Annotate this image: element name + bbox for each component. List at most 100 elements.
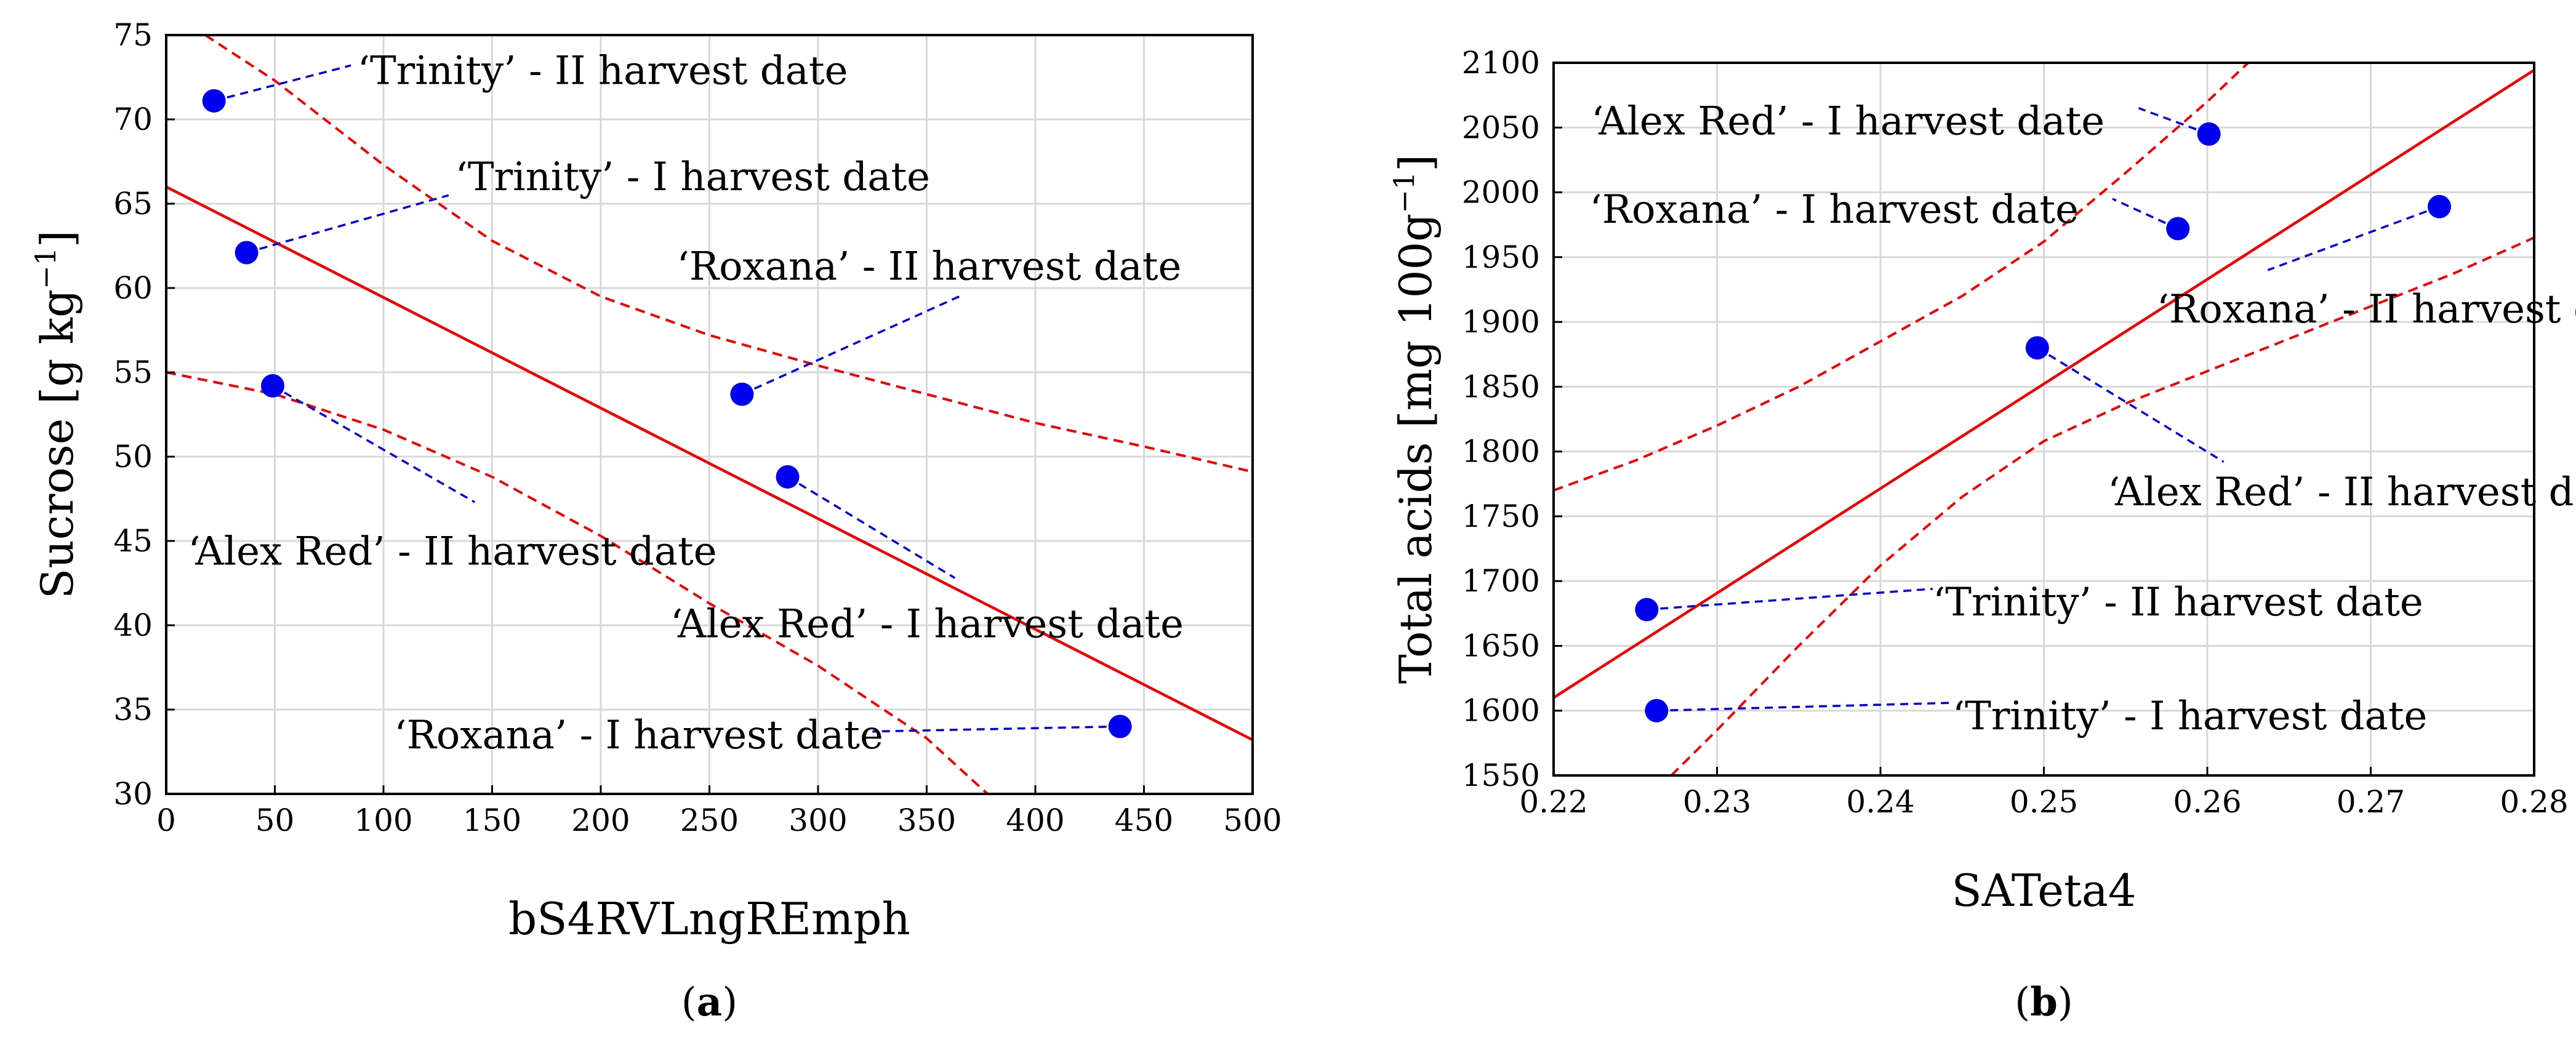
- y-tick-label: 30: [113, 776, 153, 812]
- annotation-leader-line: [246, 194, 449, 254]
- data-point-group: ‘Roxana’ - II harvest date: [2157, 194, 2576, 332]
- x-tick-label: 0.25: [2010, 784, 2078, 820]
- data-point-group: ‘Alex Red’ - II harvest date: [188, 374, 717, 574]
- data-point-label: ‘Trinity’ - II harvest date: [1933, 580, 2423, 625]
- y-tick-label: 1700: [1462, 563, 1540, 599]
- x-tick-label: 500: [1223, 803, 1282, 838]
- y-tick-label: 1650: [1462, 628, 1540, 663]
- y-tick-label: 1950: [1462, 239, 1540, 275]
- data-point-label: ‘Roxana’ - I harvest date: [394, 713, 883, 758]
- plot-area-b: [1554, 63, 2534, 775]
- y-tick-label: 1600: [1462, 693, 1540, 729]
- x-tick-label: 0: [156, 803, 176, 838]
- y-tick-label: 2050: [1462, 110, 1540, 145]
- x-axis-title: bS4RVLngREmph: [508, 893, 910, 945]
- annotation-leader-line: [872, 725, 1120, 733]
- x-tick-label: 0.23: [1683, 784, 1751, 820]
- data-point: [1645, 699, 1669, 723]
- data-point: [2166, 217, 2190, 241]
- data-point-label: ‘Alex Red’ - I harvest date: [1591, 99, 2105, 145]
- data-point-label: ‘Trinity’ - I harvest date: [455, 154, 930, 200]
- data-point-label: ‘Trinity’ - I harvest date: [1952, 694, 2428, 739]
- data-point: [202, 89, 226, 113]
- x-axis-title: SATeta4: [1951, 865, 2136, 916]
- x-tick-label: 0.26: [2173, 784, 2241, 820]
- panel-label: (b): [2015, 979, 2073, 1025]
- data-point-label: ‘Alex Red’ - II harvest date: [188, 529, 716, 574]
- annotation-leader-line: [787, 476, 956, 579]
- y-axis-title: Total acids [mg 100g−1]: [1387, 154, 1442, 684]
- annotation-leader-line: [2267, 206, 2440, 271]
- chart-panel-b: 0.22 0.23 0.24 0.25 0.26 0.27 0.28 1550 1600 1650…: [1387, 45, 2576, 1025]
- data-point: [730, 382, 754, 406]
- x-tick-label: 350: [897, 803, 956, 838]
- y-tick-label: 1800: [1462, 434, 1540, 470]
- data-point-label: ‘Roxana’ - I harvest date: [1589, 187, 2079, 233]
- data-point-group: ‘Alex Red’ - I harvest date: [1591, 99, 2221, 146]
- y-tick-label: 65: [113, 186, 153, 222]
- data-point-label: ‘Roxana’ - II harvest date: [2157, 287, 2576, 332]
- chart-panel-a: 0 50 100 150 200 250 300 350 400 450 500 30 35 40 45 50…: [29, 17, 1282, 1025]
- panel-label: (a): [681, 979, 737, 1025]
- y-tick-label: 2100: [1462, 45, 1540, 81]
- data-point-group: ‘Trinity’ - II harvest date: [1635, 580, 2423, 625]
- data-point-group: ‘Trinity’ - I harvest date: [235, 154, 930, 265]
- y-tick-label: 40: [113, 607, 153, 643]
- y-tick-label: 50: [113, 439, 153, 474]
- x-tick-label: 200: [571, 803, 630, 838]
- x-tick-label: 0.24: [1846, 784, 1914, 820]
- x-tick-label: 0.27: [2337, 784, 2405, 820]
- y-axis-title: Sucrose [g kg−1]: [29, 230, 83, 599]
- x-tick-label: 0.22: [1519, 784, 1587, 820]
- annotation-leader-line: [1647, 588, 1933, 611]
- annotation-leader-line: [214, 64, 351, 102]
- data-point-label: ‘Alex Red’ - I harvest date: [670, 601, 1184, 647]
- x-tick-label: 150: [463, 803, 521, 838]
- confidence-band-lower: [166, 371, 989, 794]
- data-point: [2197, 122, 2221, 146]
- x-tick-label: 300: [788, 803, 847, 838]
- y-tick-label: 1850: [1462, 369, 1540, 404]
- y-tick-label: 45: [113, 523, 153, 559]
- annotation-leader-line: [1656, 702, 1951, 712]
- annotation-leader-line: [272, 385, 476, 503]
- x-tick-label: 400: [1006, 803, 1064, 838]
- regression-line: [166, 185, 1253, 742]
- x-tick-label: 250: [680, 803, 739, 838]
- y-tick-label: 1750: [1462, 498, 1540, 534]
- data-point-label: ‘Trinity’ - II harvest date: [358, 49, 848, 94]
- data-point: [776, 465, 800, 489]
- y-tick-label: 2000: [1462, 175, 1540, 210]
- x-tick-label: 100: [354, 803, 412, 838]
- data-point-group: ‘Roxana’ - I harvest date: [394, 713, 1132, 758]
- data-point-group: ‘Trinity’ - II harvest date: [202, 49, 848, 113]
- confidence-band-lower: [1670, 236, 2534, 775]
- data-point-group: ‘Trinity’ - I harvest date: [1645, 694, 2427, 739]
- data-point: [260, 374, 284, 398]
- data-point-label: ‘Alex Red’ - II harvest date: [2108, 470, 2576, 515]
- y-tick-label: 35: [113, 692, 153, 727]
- data-point-group: ‘Alex Red’ - II harvest date: [2025, 336, 2576, 515]
- data-point-group: ‘Alex Red’ - I harvest date: [670, 465, 1184, 647]
- gridlines-a: [165, 34, 1254, 795]
- y-tick-label: 75: [113, 17, 153, 53]
- plot-area-a: [166, 35, 1253, 794]
- regression-line: [1554, 68, 2534, 699]
- x-tick-label: 50: [255, 803, 295, 838]
- x-tick-label: 450: [1115, 803, 1173, 838]
- gridlines-b: [1552, 62, 2535, 777]
- y-tick-label: 70: [113, 102, 153, 137]
- data-point: [2428, 194, 2452, 218]
- y-tick-label: 60: [113, 270, 153, 306]
- data-point-label: ‘Roxana’ - II harvest date: [677, 244, 1182, 289]
- x-tick-label: 0.28: [2500, 784, 2568, 820]
- data-point: [1108, 715, 1132, 739]
- confidence-band-upper: [1554, 63, 2249, 492]
- annotation-leader-line: [2036, 346, 2225, 463]
- data-point: [235, 241, 259, 265]
- y-tick-label: 1550: [1462, 758, 1540, 793]
- data-point: [1635, 598, 1659, 622]
- annotation-leader-line: [2112, 198, 2178, 230]
- data-point-group: ‘Roxana’ - I harvest date: [1589, 187, 2190, 241]
